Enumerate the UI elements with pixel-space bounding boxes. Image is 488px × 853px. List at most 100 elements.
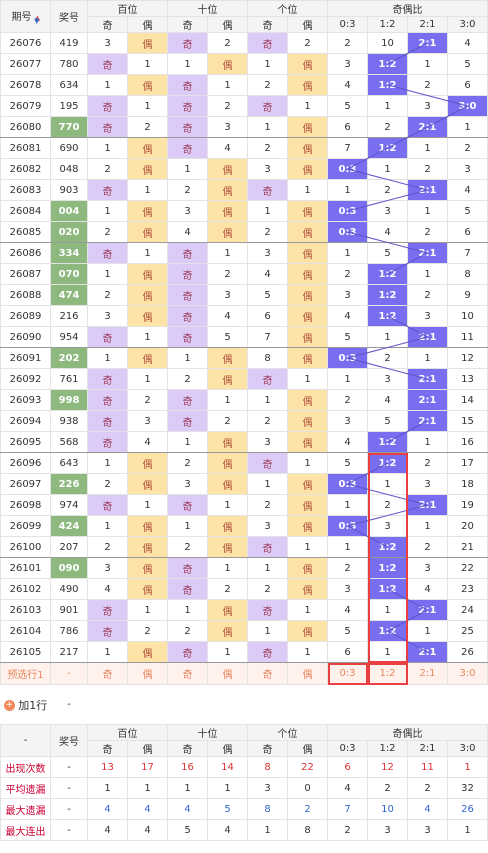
ratio-cell: 4: [327, 599, 368, 621]
header-sub: 偶: [127, 740, 168, 757]
parity-cell: 奇: [87, 368, 128, 390]
period: 26087: [0, 263, 51, 285]
ratio-cell: 2:1: [407, 32, 448, 54]
add-label[interactable]: 加1行: [18, 698, 48, 712]
forecast-label: 预选行1: [0, 662, 51, 685]
parity-cell: 1: [127, 599, 168, 621]
parity-cell: 3: [247, 431, 288, 453]
parity-cell: 2: [207, 578, 248, 600]
parity-cell: 奇: [167, 494, 208, 516]
ratio-cell: 5: [447, 200, 488, 222]
header-sub: 1:2: [367, 16, 408, 33]
period: 26078: [0, 74, 51, 96]
ratio-cell: 5: [327, 326, 368, 348]
ratio-cell: 3: [407, 473, 448, 495]
parity-cell: 偶: [127, 641, 168, 663]
number: 903: [50, 179, 88, 201]
ratio-cell: 2: [367, 116, 408, 138]
row: 最大连出 -4 4 5 4 1 8 2 3 3 1: [0, 819, 488, 841]
parity-cell: 1: [247, 53, 288, 75]
parity-cell: 1: [87, 200, 128, 222]
stat-value: 26: [447, 798, 488, 820]
stat-value: 1: [207, 777, 248, 799]
parity-cell: 1: [167, 53, 208, 75]
number: 974: [50, 494, 88, 516]
number: 207: [50, 536, 88, 558]
header-period[interactable]: 期号 ▲▼: [0, 0, 51, 33]
parity-cell: 2: [247, 137, 288, 159]
parity-cell: 偶: [127, 515, 168, 537]
ratio-cell: 3: [407, 557, 448, 579]
stat-label: 最大遗漏: [0, 798, 51, 820]
parity-cell: 奇: [247, 179, 288, 201]
parity-cell: 1: [87, 641, 128, 663]
stat-value: 17: [127, 756, 168, 778]
parity-cell: 2: [127, 116, 168, 138]
parity-cell: 偶: [287, 557, 328, 579]
row: 26094 938 奇 3 奇 2 2 偶 3 5 2:1 15: [0, 410, 488, 432]
ratio-cell: 2: [447, 137, 488, 159]
parity-cell: 2: [247, 221, 288, 243]
number: 020: [50, 221, 88, 243]
parity-cell: 偶: [127, 557, 168, 579]
parity-cell: 2: [207, 263, 248, 285]
sort-icon[interactable]: ▲▼: [34, 14, 41, 25]
stat-value: 4: [127, 798, 168, 820]
parity-cell: 奇: [167, 116, 208, 138]
add-row[interactable]: + 加1行: [3, 698, 48, 712]
period: 26102: [0, 578, 51, 600]
forecast-cell: 奇: [167, 662, 208, 685]
period: 26104: [0, 620, 51, 642]
ratio-cell: 2:1: [407, 116, 448, 138]
row: 26080 770 奇 2 奇 3 1 偶 6 2 2:1 1: [0, 116, 488, 138]
parity-cell: 1: [127, 95, 168, 117]
stat-value: 1: [87, 777, 128, 799]
period: 26095: [0, 431, 51, 453]
ratio-cell: 3: [327, 284, 368, 306]
header-number: 奖号: [50, 724, 88, 757]
ratio-cell: 1:2: [367, 137, 408, 159]
parity-cell: 2: [247, 494, 288, 516]
period: 26091: [0, 347, 51, 369]
forecast-number: -: [50, 662, 88, 685]
ratio-cell: 2:1: [407, 326, 448, 348]
stat-value: 22: [287, 756, 328, 778]
ratio-cell: 1:2: [367, 53, 408, 75]
number: 490: [50, 578, 88, 600]
ratio-cell: 2: [407, 221, 448, 243]
ratio-cell: 1: [407, 137, 448, 159]
parity-cell: 奇: [87, 95, 128, 117]
stat-value: 2: [287, 798, 328, 820]
stat-value: 1: [447, 756, 488, 778]
stat-value: 8: [247, 798, 288, 820]
header-sub: 奇: [247, 740, 288, 757]
number: 770: [50, 116, 88, 138]
stat-number: -: [50, 798, 88, 820]
ratio-cell: 1: [327, 179, 368, 201]
parity-cell: 4: [87, 578, 128, 600]
parity-cell: 1: [87, 515, 128, 537]
ratio-cell: 1:2: [367, 305, 408, 327]
parity-cell: 1: [127, 53, 168, 75]
ratio-cell: 2:1: [407, 368, 448, 390]
parity-cell: 偶: [207, 158, 248, 180]
parity-cell: 偶: [127, 347, 168, 369]
row: 26099 424 1 偶 1 偶 3 偶 0:3 3 1 20: [0, 515, 488, 537]
parity-cell: 2: [167, 620, 208, 642]
number: 216: [50, 305, 88, 327]
parity-cell: 奇: [167, 389, 208, 411]
ratio-cell: 2:1: [407, 389, 448, 411]
parity-cell: 3: [87, 32, 128, 54]
header-sub: 偶: [127, 16, 168, 33]
stat-value: 4: [87, 819, 128, 841]
row: 26088 474 2 偶奇 3 5 偶 3 1:2 2 9: [0, 284, 488, 306]
number: 474: [50, 284, 88, 306]
header-sub: 偶: [207, 16, 248, 33]
parity-cell: 偶: [127, 158, 168, 180]
parity-cell: 偶: [207, 536, 248, 558]
ratio-cell: 1: [367, 326, 408, 348]
row: 26090 954 奇 1 奇 5 7 偶 5 1 2:1 11: [0, 326, 488, 348]
stat-value: 32: [447, 777, 488, 799]
ratio-cell: 6: [327, 641, 368, 663]
stat-value: 1: [247, 819, 288, 841]
